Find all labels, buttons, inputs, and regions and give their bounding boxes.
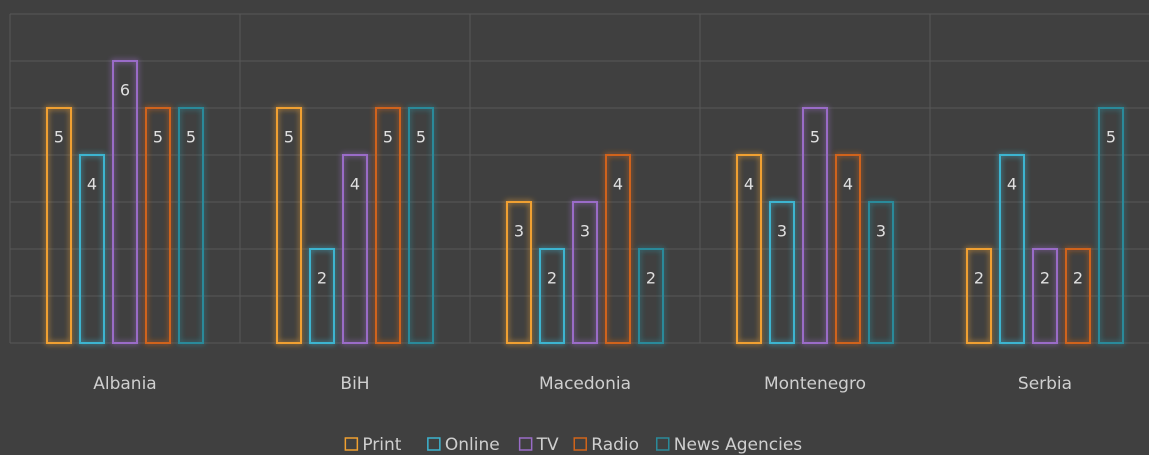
data-label: 2: [547, 269, 557, 288]
bar: [736, 154, 762, 344]
x-tick-label: Montenegro: [764, 374, 866, 394]
bar: [1032, 248, 1058, 344]
bar: [802, 107, 828, 344]
legend-swatch: [427, 437, 441, 451]
legend-label: Online: [445, 435, 500, 455]
data-label: 3: [876, 222, 886, 241]
bar: [1098, 107, 1124, 344]
data-label: 5: [416, 128, 426, 147]
data-label: 2: [646, 269, 656, 288]
legend-label: News Agencies: [674, 435, 803, 455]
bar: [605, 154, 631, 344]
bar: [112, 60, 138, 344]
data-label: 4: [87, 175, 97, 194]
data-label: 5: [186, 128, 196, 147]
bar: [539, 248, 565, 344]
x-tick-label: Macedonia: [539, 374, 631, 394]
data-label: 3: [777, 222, 787, 241]
data-label: 5: [284, 128, 294, 147]
legend-label: Print: [362, 435, 401, 455]
bar: [769, 201, 795, 344]
data-label: 5: [153, 128, 163, 147]
bar: [145, 107, 171, 344]
data-label: 5: [54, 128, 64, 147]
bar: [572, 201, 598, 344]
legend-swatch: [573, 437, 587, 451]
legend-label: Radio: [591, 435, 639, 455]
bar: [375, 107, 401, 344]
bar: [342, 154, 368, 344]
bar: [309, 248, 335, 344]
bar: [1065, 248, 1091, 344]
legend-swatch: [344, 437, 359, 451]
data-label: 2: [1073, 269, 1083, 288]
bar: [835, 154, 861, 344]
bar: [506, 201, 532, 344]
bar: [638, 248, 664, 344]
legend-swatch: [656, 437, 670, 451]
bar: [178, 107, 204, 344]
data-label: 5: [383, 128, 393, 147]
data-label: 5: [1106, 128, 1116, 147]
data-label: 4: [613, 175, 623, 194]
data-label: 2: [317, 269, 327, 288]
data-label: 2: [974, 269, 984, 288]
legend-swatch: [518, 437, 533, 451]
bar: [79, 154, 105, 344]
x-tick-label: Albania: [93, 374, 156, 394]
bar: [999, 154, 1025, 344]
data-label: 4: [744, 175, 754, 194]
bar: [868, 201, 894, 344]
data-label: 3: [580, 222, 590, 241]
bar: [46, 107, 72, 344]
data-label: 5: [810, 128, 820, 147]
data-label: 4: [350, 175, 360, 194]
data-label: 4: [843, 175, 853, 194]
bar: [408, 107, 434, 344]
bar: [276, 107, 302, 344]
legend-label: TV: [536, 435, 559, 455]
data-label: 6: [120, 81, 130, 100]
bar: [966, 248, 992, 344]
data-label: 2: [1040, 269, 1050, 288]
x-tick-label: BiH: [340, 374, 369, 394]
data-label: 4: [1007, 175, 1017, 194]
x-tick-label: Serbia: [1018, 374, 1072, 394]
data-label: 3: [514, 222, 524, 241]
